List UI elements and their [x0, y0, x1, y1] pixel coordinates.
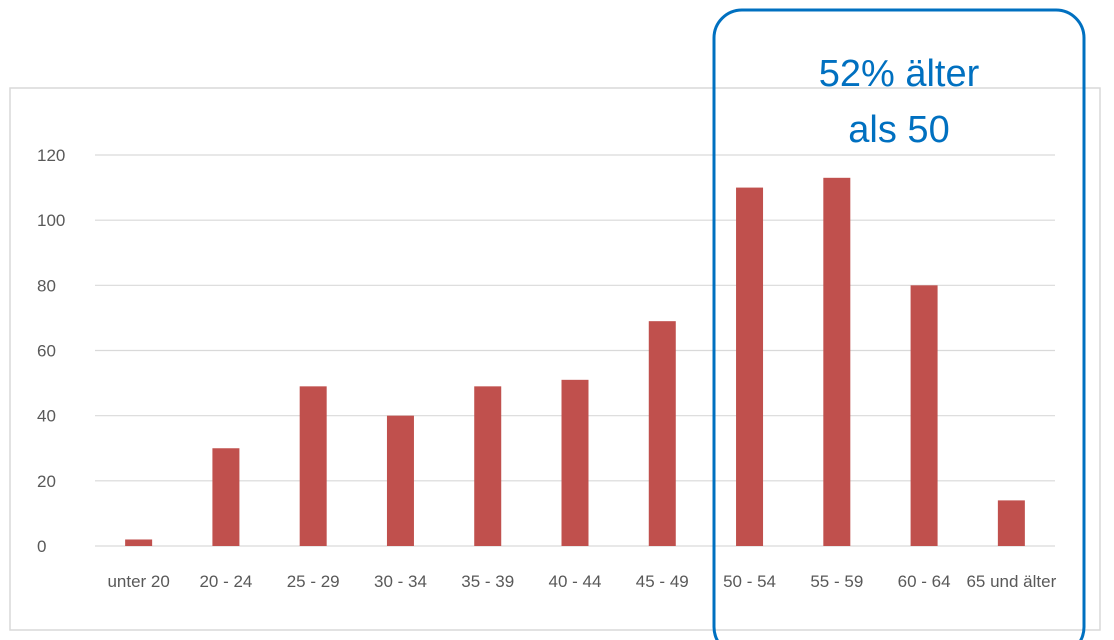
bar	[386, 415, 414, 546]
x-tick-label: 60 - 64	[898, 572, 951, 591]
y-tick-label: 60	[37, 342, 56, 361]
bar	[474, 386, 502, 546]
x-tick-label: 45 - 49	[636, 572, 689, 591]
bar	[561, 379, 589, 546]
bars	[125, 177, 1025, 547]
x-tick-label: 35 - 39	[461, 572, 514, 591]
bar	[823, 177, 851, 546]
x-tick-label: 40 - 44	[549, 572, 602, 591]
bar	[736, 187, 764, 547]
x-tick-label: 25 - 29	[287, 572, 340, 591]
y-tick-label: 20	[37, 472, 56, 491]
x-tick-label: 65 und älter	[966, 572, 1056, 591]
x-tick-label: unter 20	[107, 572, 169, 591]
x-tick-label: 50 - 54	[723, 572, 776, 591]
y-tick-label: 40	[37, 407, 56, 426]
annotation-line-1: 52% älter	[819, 53, 980, 95]
x-tick-label: 30 - 34	[374, 572, 427, 591]
annotation-line-2: als 50	[848, 109, 949, 151]
gridlines	[95, 154, 1055, 547]
x-tick-label: 55 - 59	[810, 572, 863, 591]
x-axis-tick-labels: unter 20 20 - 24 25 - 29 30 - 34 35 - 39 40 -…	[107, 572, 1056, 591]
bar	[299, 386, 327, 546]
y-axis-tick-labels: 0 20 40 60 80 100 120	[37, 146, 65, 556]
bar	[997, 500, 1025, 546]
y-tick-label: 100	[37, 211, 65, 230]
y-tick-label: 120	[37, 146, 65, 165]
y-tick-label: 0	[37, 537, 46, 556]
bar	[125, 539, 153, 546]
bar	[648, 321, 676, 546]
bar	[910, 285, 938, 546]
x-tick-label: 20 - 24	[199, 572, 252, 591]
bar	[212, 448, 240, 546]
y-tick-label: 80	[37, 276, 56, 295]
highlight-box	[712, 8, 1086, 640]
